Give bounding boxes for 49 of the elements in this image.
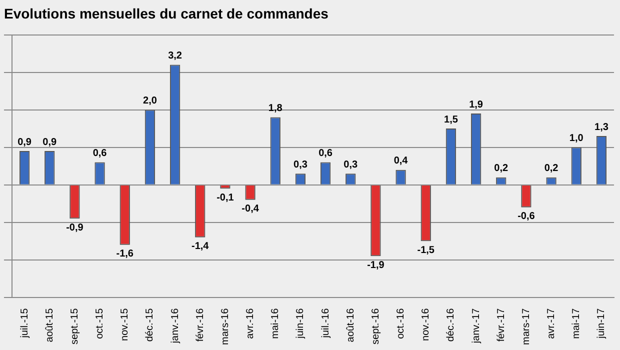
data-label: 0,2 [494,163,509,174]
x-tick-label: juin-17 [596,308,608,340]
x-tick-label: avr.-16 [245,308,256,339]
data-label: -0,4 [242,204,260,215]
x-tick-label: avr.-17 [546,308,558,339]
x-tick-label: nov.-16 [420,308,432,341]
data-label: -0,6 [518,211,536,222]
data-label: 0,6 [318,148,333,160]
data-label: 1,9 [469,99,484,110]
x-tick-label: déc.-16 [446,308,457,342]
x-tick-label: mars-16 [220,308,231,346]
x-tick-label: sept.-15 [69,308,80,344]
data-label: 0,4 [394,156,408,167]
data-label: -0,1 [216,192,234,204]
x-tick-label: juin-16 [295,308,306,340]
x-tick-label: févr.-17 [496,308,507,342]
data-label: 3,2 [168,50,182,62]
data-label: 1,3 [594,122,609,133]
data-label: -1,5 [417,244,435,256]
data-label: -0,9 [66,222,84,234]
data-label: 1,8 [268,103,283,114]
x-tick-label: sept.-16 [370,308,382,344]
x-tick-label: mai-16 [270,308,282,339]
x-tick-label: janv.-16 [170,308,181,344]
data-label: -1,6 [116,248,134,260]
data-label: 0,9 [42,136,58,148]
x-tick-label: mai-17 [571,308,582,339]
data-label: 0,6 [92,148,108,160]
data-label: 0,2 [544,163,559,174]
chart-title: Evolutions mensuelles du carnet de commandes [4,5,329,22]
data-label: 1,5 [444,114,458,126]
x-tick-label: juil.-15 [19,308,30,339]
data-label: -1,9 [367,260,385,271]
x-tick-label: déc.-15 [144,308,156,342]
x-tick-label: août-16 [345,308,356,342]
x-tick-label: févr.-16 [194,308,206,342]
data-label: -1,4 [192,241,210,252]
x-tick-label: oct.-15 [94,308,106,339]
x-tick-label: nov.-15 [120,308,131,341]
x-tick-label: août-15 [44,308,56,342]
data-label: 2,0 [143,96,158,107]
x-tick-label: janv.-17 [470,308,482,344]
x-tick-label: juil.-16 [320,308,332,339]
x-tick-label: mars-17 [520,308,532,346]
x-tick-label: oct.-16 [396,308,407,339]
data-label: 0,3 [344,159,358,170]
data-label: 0,3 [294,159,308,170]
data-label: 1,0 [569,133,584,144]
data-label: 0,9 [18,136,32,148]
